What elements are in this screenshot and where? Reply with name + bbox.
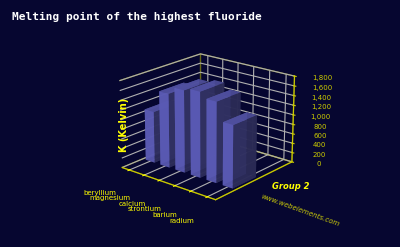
Text: www.webelements.com: www.webelements.com (260, 193, 340, 227)
Text: Melting point of the highest fluoride: Melting point of the highest fluoride (12, 12, 262, 22)
Text: Group 2: Group 2 (272, 182, 309, 191)
Text: K (Kelvin): K (Kelvin) (120, 98, 130, 152)
